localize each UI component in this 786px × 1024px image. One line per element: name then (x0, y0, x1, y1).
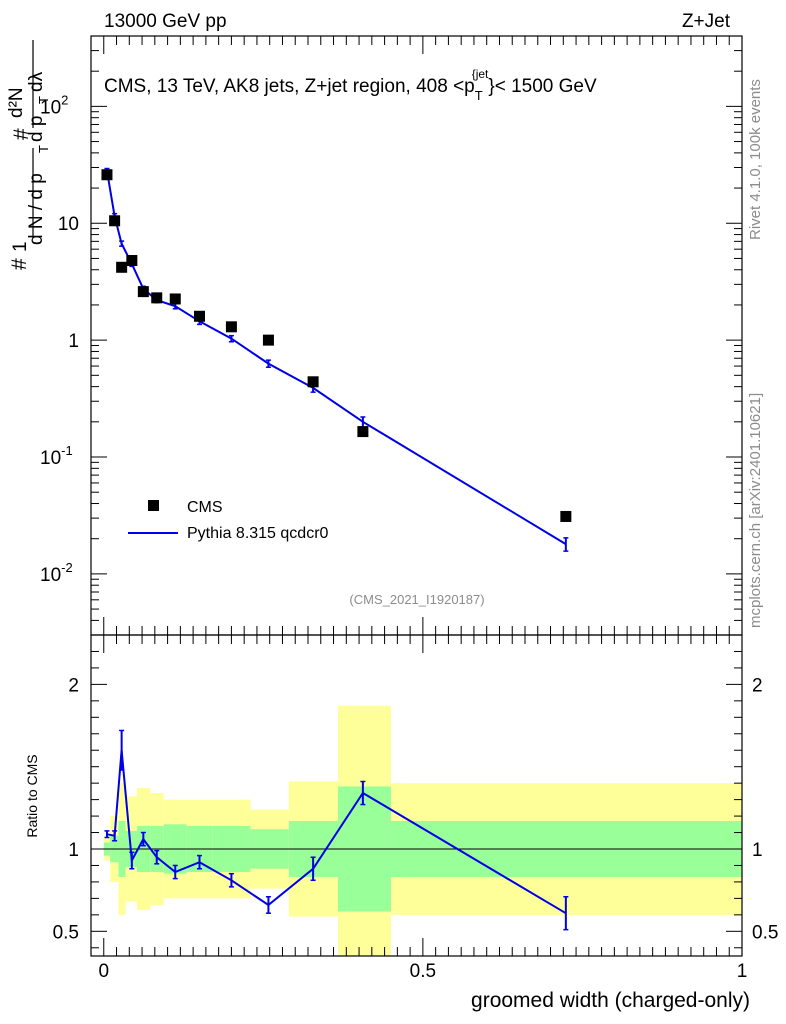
cms-data-point (109, 215, 121, 227)
rivet-version-label: Rivet 4.1.0, 100k events (747, 79, 764, 240)
cms-data-point (262, 334, 274, 346)
cms-data-point (137, 286, 149, 298)
y-tick-label: 10 (58, 214, 79, 235)
cms-data-point (101, 169, 113, 181)
y-tick-label: 1 (68, 331, 79, 352)
svg-text:#: # (8, 258, 31, 270)
x-tick-label: 0.5 (410, 961, 436, 982)
main-title: CMS, 13 TeV, AK8 jets, Z+jet region, 408… (104, 67, 597, 103)
svg-text:d²N: d²N (6, 87, 27, 118)
analysis-watermark: (CMS_2021_I1920187) (349, 592, 484, 607)
svg-text:dλ: dλ (26, 71, 47, 92)
svg-text:d p: d p (26, 116, 47, 142)
svg-text:d N / d p: d N / d p (26, 173, 47, 245)
main-panel: 10-2 10-1 1 10 102 CMS, 13 TeV, AK8 jets, Z+… (6, 35, 743, 636)
legend-pythia-label: Pythia 8.315 qcdcr0 (187, 525, 329, 542)
ratio-y-tick-label-right: 2 (752, 675, 763, 696)
cms-data-point (126, 255, 138, 267)
ratio-y-tick-label-right: 0.5 (752, 922, 778, 943)
cms-data-point (151, 292, 163, 304)
pythia-curve (106, 170, 567, 545)
ratio-y-tick-label-left: 0.5 (53, 922, 79, 943)
y-tick-label: 10-1 (40, 443, 73, 469)
svg-text:T: T (36, 96, 51, 104)
svg-text:T: T (36, 145, 51, 153)
ratio-y-tick-label-left: 1 (68, 840, 79, 861)
svg-text:#: # (10, 128, 33, 140)
ratio-ylabel: Ratio to CMS (24, 754, 40, 837)
cms-data-point (116, 261, 128, 273)
ratio-y-tick-label-left: 2 (68, 675, 79, 696)
process-label: Z+Jet (682, 11, 731, 32)
y-tick-label: 102 (40, 92, 68, 118)
x-tick-label: 1 (737, 961, 748, 982)
x-tick-label: 0 (98, 961, 109, 982)
svg-text:1: 1 (10, 241, 31, 252)
mcplots-label: mcplots.cern.ch [arXiv:2401.10621] (747, 393, 764, 628)
x-axis-label: groomed width (charged-only) (471, 989, 750, 1012)
ratio-y-tick-label-right: 1 (752, 840, 763, 861)
cms-data-point (357, 426, 369, 438)
legend-cms-label: CMS (187, 499, 223, 516)
cms-data-point (169, 293, 181, 305)
cms-data-point (560, 510, 572, 522)
main-frame (90, 35, 743, 636)
ratio-frame (90, 634, 743, 957)
legend-cms-marker (148, 500, 159, 511)
ratio-panel: 0.5 0.51 12 20 0.5 1 Ratio to CMS groomed wid… (24, 634, 778, 1012)
legend: CMS Pythia 8.315 qcdcr0 (128, 499, 329, 542)
cms-data-point (194, 310, 205, 322)
main-ylabel: # 1 d N / d p T # d²N d p T dλ (6, 40, 51, 270)
cms-data-point (225, 321, 237, 333)
cms-data-point (307, 376, 319, 388)
y-tick-label: 10-2 (40, 560, 73, 586)
energy-label: 13000 GeV pp (104, 11, 227, 32)
